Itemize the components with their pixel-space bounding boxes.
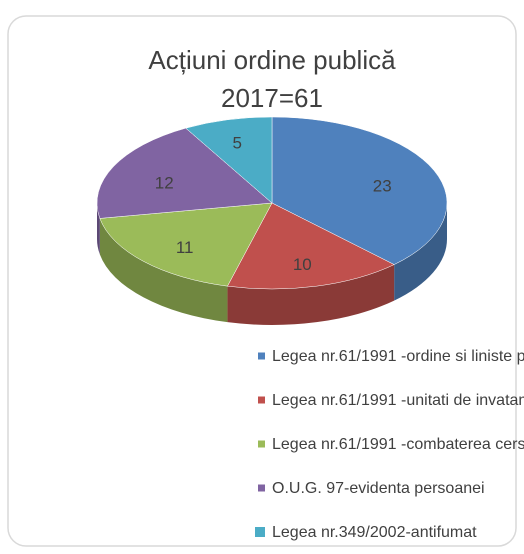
legend-swatch: [258, 484, 265, 492]
slice: [227, 202, 395, 290]
data-label: 5: [233, 134, 242, 153]
chart-subtitle: 2017=61: [221, 83, 323, 113]
legend-label: O.U.G. 97-evidenta persoanei: [272, 480, 485, 497]
legend-label: Legea nr.61/1991 -unitati de invatamant: [272, 392, 524, 409]
legend-swatch: [258, 396, 265, 404]
legend-label: Legea nr.61/1991 -ordine si liniste publ…: [272, 348, 524, 365]
legend-swatch: [258, 352, 265, 360]
slice: [271, 116, 448, 265]
legend-label: Legea nr.61/1991 -combaterea cersetoriei: [272, 436, 524, 453]
slice: [99, 202, 273, 287]
chart-title: Acțiuni ordine publică: [148, 45, 396, 75]
slice-side: [227, 264, 395, 326]
data-label: 23: [373, 176, 392, 195]
data-label: 12: [155, 174, 174, 193]
slice: [96, 127, 273, 219]
legend-swatch: [255, 527, 265, 537]
slice-side: [99, 218, 228, 323]
data-label: 10: [293, 255, 312, 274]
data-label: 11: [176, 238, 194, 257]
slice-side: [97, 203, 100, 255]
legend-swatch: [258, 440, 265, 448]
legend-label: Legea nr.349/2002-antifumat: [272, 524, 477, 541]
slice: [185, 116, 273, 204]
slice-side: [394, 203, 447, 301]
